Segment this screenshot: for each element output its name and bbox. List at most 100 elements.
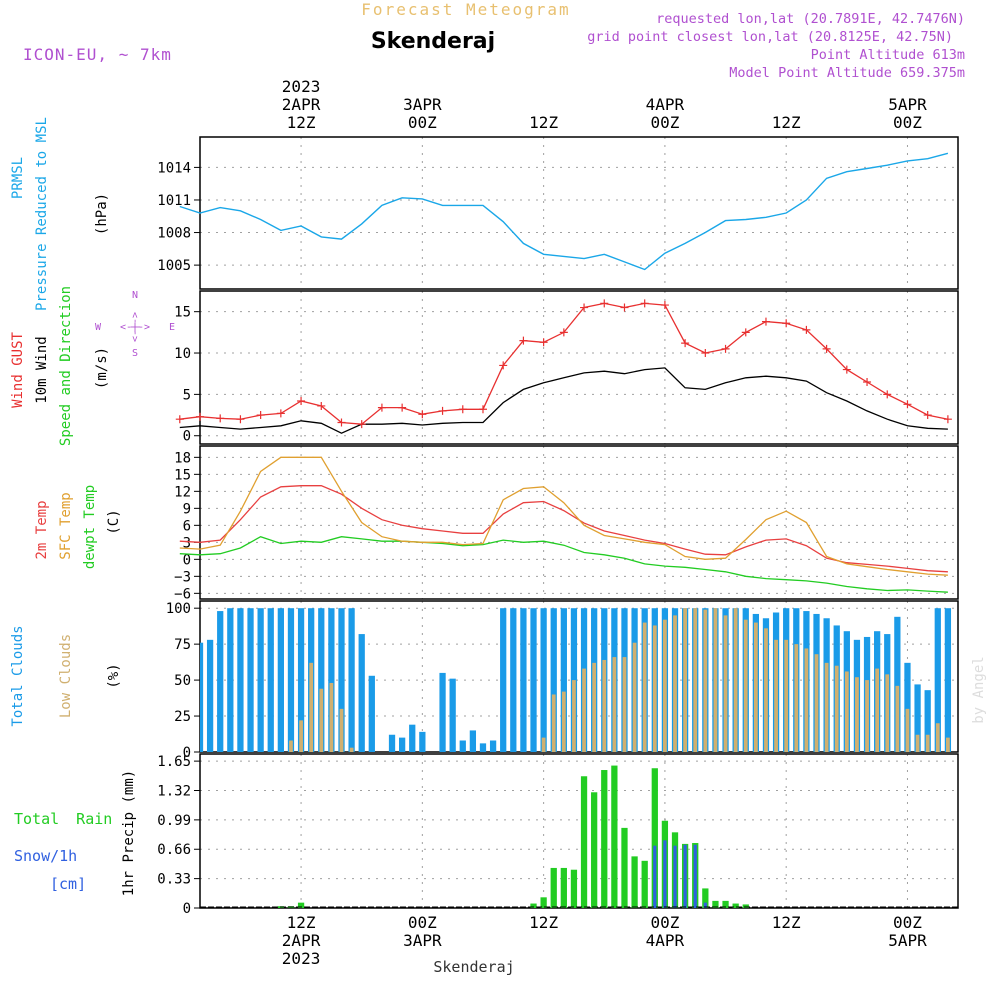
wind-gust-marker <box>216 414 225 423</box>
cloud-low-bar <box>632 642 637 752</box>
snow-bar <box>663 840 667 908</box>
snow-bar <box>653 845 657 908</box>
wind-gust-marker <box>499 361 508 370</box>
rain-bar <box>560 867 567 908</box>
wind-gust-marker <box>741 328 750 337</box>
cloud-total-bar <box>368 675 375 752</box>
wind-10m-label: 10m Wind <box>34 336 50 403</box>
cloud-total-bar <box>439 672 446 752</box>
wind-ytick-label: 15 <box>174 305 191 321</box>
point-altitude: Point Altitude 613m <box>811 47 965 63</box>
wind-gust-marker <box>721 344 730 353</box>
wind-gust-marker <box>236 415 245 424</box>
pressure-label-2: Pressure Reduced to MSL <box>34 117 50 311</box>
rain-bar <box>641 860 648 908</box>
location-title: Skenderaj <box>371 29 495 54</box>
cloud-total-bar <box>904 662 911 752</box>
cloud-total-bar <box>409 724 416 752</box>
cloud-low-bar <box>289 740 293 752</box>
cloud-low-bar <box>794 644 799 752</box>
cloud-low-bar <box>753 622 758 752</box>
time-label-bottom: 2023 <box>282 949 321 968</box>
temp-dew-label: dewpt Temp <box>82 485 98 569</box>
rain-bar <box>712 900 719 908</box>
time-label-bottom: 3APR <box>403 931 442 950</box>
cloud-low-bar <box>612 657 617 752</box>
cloud-low-bar <box>834 665 839 752</box>
cloud-low-bar <box>885 674 890 752</box>
compass-e: E <box>169 322 175 333</box>
rain-bar <box>580 776 588 908</box>
cloud-low-bar <box>339 708 344 752</box>
rain-bar <box>732 903 739 908</box>
cloud-total-bar <box>500 608 507 752</box>
wind-gust-marker <box>337 418 346 427</box>
panel-wind: 0 5 10 15 <box>174 290 959 445</box>
wind-gust-marker <box>478 405 487 414</box>
rain-bar <box>702 888 709 908</box>
clouds-low-label: Low Clouds <box>58 634 74 718</box>
wind-gust-marker <box>943 415 952 424</box>
wind-gust-marker <box>458 405 467 414</box>
rain-bar <box>550 867 557 908</box>
wind-compass: N S W E <-|-> <-|-> <box>95 290 175 359</box>
time-label-bottom: 00Z <box>408 913 437 932</box>
time-label-top: 12Z <box>772 113 801 132</box>
wind-gust-marker <box>903 400 912 409</box>
time-label-bottom: 12Z <box>287 913 316 932</box>
snow-bar <box>673 845 677 908</box>
cloud-low-bar <box>844 671 849 752</box>
cloud-low-bar <box>693 608 698 752</box>
pressure-ytick-label: 1008 <box>157 226 191 242</box>
watermark: by Angel <box>971 656 987 723</box>
cloud-low-bar <box>875 668 880 752</box>
temp-sfc-line <box>179 456 948 576</box>
cloud-total-bar <box>530 608 537 752</box>
temperature-ytick-label: 0 <box>183 552 191 568</box>
time-label-bottom: 00Z <box>650 913 679 932</box>
cloud-low-bar <box>561 691 566 752</box>
compass-ns: <-|-> <box>130 312 141 342</box>
snow-unit: [cm] <box>50 875 86 893</box>
wind-gust-marker <box>357 420 366 429</box>
wind-gust-marker <box>863 377 872 386</box>
wind-gust-marker <box>782 319 791 328</box>
forecast-title: Forecast Meteogram <box>361 0 570 19</box>
rain-bar <box>601 770 608 908</box>
time-label-top: 00Z <box>408 113 437 132</box>
time-label-top: 00Z <box>650 113 679 132</box>
pressure-ytick-label: 1014 <box>157 160 191 176</box>
cloud-total-bar <box>944 608 952 752</box>
wind-gust-marker <box>701 349 710 358</box>
cloud-low-bar <box>642 622 647 752</box>
cloud-total-bar <box>206 639 214 752</box>
cloud-low-bar <box>683 608 687 752</box>
pressure-ytick-label: 1011 <box>157 193 191 209</box>
cloud-low-bar <box>774 639 778 752</box>
temperature-frame <box>199 445 959 600</box>
wind-gust-marker <box>883 390 892 399</box>
cloud-total-bar <box>217 611 224 752</box>
rain-bar <box>651 768 658 908</box>
wind-gust-marker <box>681 339 690 348</box>
temperature-ytick-label: 15 <box>174 467 191 483</box>
pressure-ytick-label: 1005 <box>157 258 191 274</box>
wind-gust-marker <box>761 317 770 326</box>
time-label-top: 3APR <box>403 95 442 114</box>
cloud-low-bar <box>309 662 314 752</box>
cloud-low-bar <box>855 677 859 752</box>
wind-ytick-label: 0 <box>183 429 191 445</box>
cloud-low-bar <box>764 628 768 752</box>
cloud-total-bar <box>449 678 456 752</box>
cloud-total-bar <box>358 634 365 752</box>
cloud-low-bar <box>723 615 728 752</box>
panels: 1005100810111014051015−6−303691215180255… <box>157 136 959 917</box>
rain-bar <box>530 903 537 908</box>
clouds-total-label: Total Clouds <box>10 625 26 726</box>
temperature-ytick-label: 18 <box>174 450 191 466</box>
rain-bar <box>621 827 628 908</box>
temp-dew-line <box>179 535 948 593</box>
cloud-total-bar <box>894 616 901 752</box>
